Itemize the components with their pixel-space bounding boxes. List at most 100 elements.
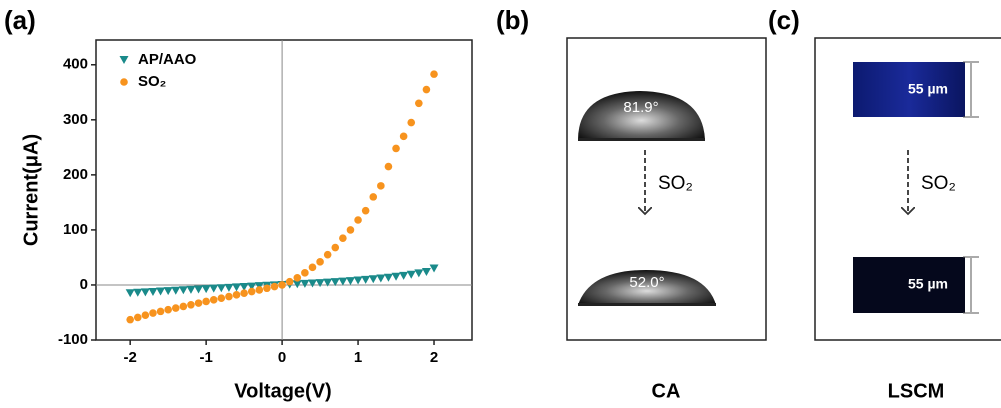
data-point <box>414 269 424 278</box>
data-point <box>141 311 150 320</box>
data-point <box>201 285 211 294</box>
arrow-label: SO₂ <box>921 173 956 194</box>
droplet-image <box>578 270 716 305</box>
data-point <box>383 273 393 282</box>
x-tick-label: -2 <box>124 349 137 366</box>
data-point <box>285 277 294 286</box>
panel-caption: LSCM <box>888 380 945 402</box>
data-point <box>415 99 423 108</box>
data-point <box>202 297 210 306</box>
data-point <box>292 280 302 289</box>
data-point <box>406 270 416 279</box>
data-point <box>429 264 439 273</box>
x-axis-title: Voltage(V) <box>234 380 331 402</box>
data-point <box>247 282 257 291</box>
data-point <box>338 277 348 286</box>
plot-frame <box>95 39 473 341</box>
data-point <box>125 289 135 298</box>
data-point <box>308 263 317 272</box>
data-point <box>179 302 188 311</box>
data-point <box>156 287 166 296</box>
data-point <box>263 284 271 293</box>
data-point <box>339 234 347 242</box>
data-point <box>171 286 181 295</box>
data-point <box>270 282 279 291</box>
data-point <box>376 274 386 283</box>
data-point <box>430 70 438 78</box>
data-point <box>217 294 226 302</box>
legend-label: SO₂ <box>138 73 166 90</box>
data-point <box>209 296 218 304</box>
data-point <box>194 285 204 294</box>
data-point <box>377 182 385 190</box>
data-point <box>186 285 196 294</box>
panel-label: (c) <box>768 5 800 35</box>
thickness-label: 55 µm <box>908 81 948 97</box>
data-point <box>126 315 134 324</box>
data-point <box>187 300 195 309</box>
data-point <box>133 313 142 322</box>
data-point <box>232 283 242 292</box>
data-point <box>421 268 431 277</box>
panel-label: (b) <box>496 5 529 35</box>
data-point <box>148 287 158 296</box>
x-tick-label: 0 <box>278 349 286 366</box>
data-point <box>315 279 325 288</box>
legend-marker <box>120 78 128 86</box>
data-point <box>323 278 333 287</box>
y-tick-label: -100 <box>58 331 88 348</box>
data-point <box>361 206 370 215</box>
droplet-image <box>578 91 705 140</box>
data-point <box>278 281 286 289</box>
y-tick-label: 300 <box>63 111 88 128</box>
y-tick-label: 0 <box>80 276 88 293</box>
substrate <box>578 138 705 141</box>
y-tick-label: 100 <box>63 221 88 238</box>
contact-angle: 52.0° <box>629 274 664 291</box>
data-point <box>240 289 248 298</box>
y-tick-label: 400 <box>63 56 88 73</box>
data-point <box>392 144 400 153</box>
data-point <box>391 272 401 281</box>
arrow-label: SO₂ <box>658 173 693 194</box>
y-axis-title: Current(μA) <box>20 134 42 246</box>
data-point <box>399 132 408 141</box>
data-point <box>346 226 355 234</box>
data-point <box>209 284 219 293</box>
data-point <box>293 273 302 282</box>
data-point <box>369 193 378 201</box>
data-point <box>301 269 309 277</box>
microscope-image <box>853 62 965 117</box>
thickness-label: 55 µm <box>908 276 948 292</box>
data-point <box>384 162 393 171</box>
data-point <box>163 287 173 296</box>
data-point <box>316 258 324 266</box>
contact-angle: 81.9° <box>623 99 658 116</box>
data-point <box>247 287 256 296</box>
data-point <box>354 216 362 224</box>
data-point <box>353 276 363 285</box>
data-point <box>307 279 317 288</box>
y-tick-label: 200 <box>63 166 88 183</box>
data-point <box>164 305 172 314</box>
data-point <box>300 279 310 288</box>
data-point <box>407 118 416 127</box>
data-point <box>232 291 241 299</box>
data-point <box>323 250 332 259</box>
data-point <box>225 292 233 301</box>
data-point <box>331 243 340 252</box>
data-point <box>361 275 371 284</box>
data-point <box>399 271 409 280</box>
panel-label: (a) <box>4 5 36 35</box>
panel-frame <box>566 37 767 341</box>
data-point <box>345 277 355 286</box>
panel-frame <box>814 37 1001 341</box>
data-point <box>171 304 180 312</box>
x-tick-label: -1 <box>199 349 212 366</box>
data-point <box>239 282 249 291</box>
legend-label: AP/AAO <box>138 51 197 68</box>
legend-marker <box>119 56 129 64</box>
data-point <box>255 286 264 294</box>
data-point <box>140 288 150 297</box>
data-point <box>178 286 188 295</box>
